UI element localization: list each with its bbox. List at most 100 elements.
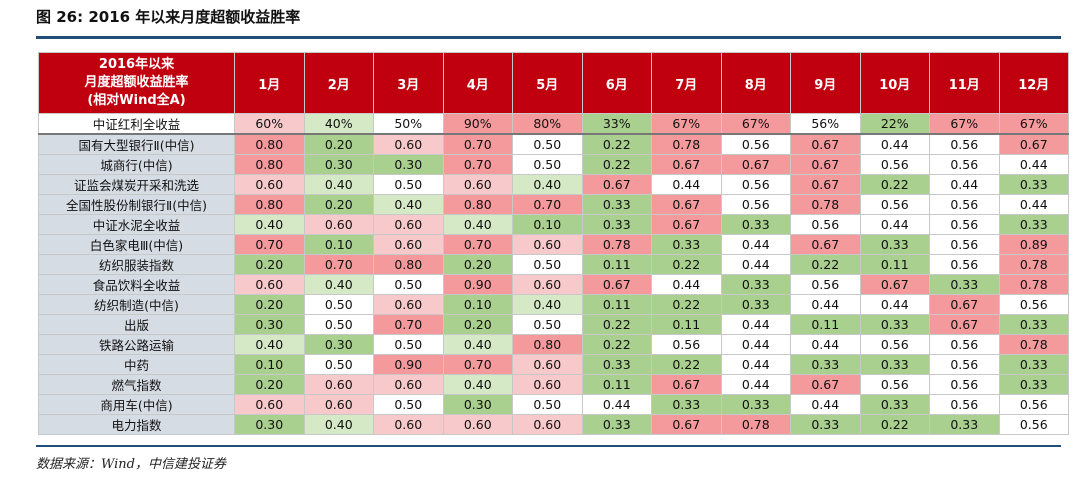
win-rate-cell: 0.50 <box>303 314 374 335</box>
win-rate-cell: 0.44 <box>720 354 791 375</box>
win-rate-cell: 0.33 <box>859 354 930 375</box>
win-rate-cell: 0.70 <box>303 254 374 275</box>
win-rate-cell: 0.50 <box>303 294 374 315</box>
win-rate-cell: 0.90 <box>442 274 513 295</box>
win-rate-cell: 0.56 <box>859 194 930 215</box>
win-rate-cell: 0.56 <box>998 294 1069 315</box>
win-rate-cell: 0.70 <box>512 194 583 215</box>
win-rate-cell: 0.30 <box>303 154 374 175</box>
win-rate-cell: 0.11 <box>581 254 652 275</box>
win-rate-cell: 0.20 <box>234 374 305 395</box>
win-rate-cell: 0.44 <box>790 334 861 355</box>
table-row: 出版 0.30 0.50 0.70 0.20 0.50 0.22 0.11 0.44 0.11 0.… <box>38 314 1069 335</box>
win-rate-cell: 0.67 <box>581 174 652 195</box>
win-rate-cell: 0.80 <box>234 133 305 155</box>
table-row: 全国性股份制银行Ⅱ(中信) 0.80 0.20 0.40 0.80 0.70 0.33 0.6… <box>38 194 1069 215</box>
win-rate-cell: 0.11 <box>581 374 652 395</box>
win-rate-cell: 0.60 <box>442 414 513 435</box>
win-rate-cell: 0.33 <box>929 414 1000 435</box>
win-rate-cell: 0.22 <box>790 254 861 275</box>
month-header: 6月 <box>581 52 652 114</box>
row-label: 白色家电Ⅲ(中信) <box>38 234 235 255</box>
benchmark-row: 中证红利全收益 60% 40% 50% 90% 80% 33% 67% 67% 56% 22% 67%… <box>38 113 1069 135</box>
row-label: 中证水泥全收益 <box>38 214 235 235</box>
win-rate-cell: 0.60 <box>234 274 305 295</box>
row-label: 中药 <box>38 354 235 375</box>
win-rate-cell: 0.20 <box>234 254 305 275</box>
win-rate-cell: 0.80 <box>234 194 305 215</box>
win-rate-cell: 0.33 <box>998 354 1069 375</box>
win-rate-cell: 0.90 <box>373 354 444 375</box>
win-rate-cell: 0.44 <box>998 194 1069 215</box>
win-rate-cell: 0.60 <box>512 414 583 435</box>
win-rate-cell: 0.33 <box>929 274 1000 295</box>
row-label: 燃气指数 <box>38 374 235 395</box>
win-rate-cell: 0.33 <box>998 214 1069 235</box>
top-rule <box>36 36 1061 39</box>
win-rate-cell: 0.40 <box>442 214 513 235</box>
win-rate-cell: 0.60 <box>373 214 444 235</box>
win-rate-cell: 0.33 <box>859 234 930 255</box>
win-rate-cell: 0.80 <box>512 334 583 355</box>
win-rate-cell: 0.56 <box>929 154 1000 175</box>
win-rate-cell: 0.70 <box>442 234 513 255</box>
win-rate-cell: 0.44 <box>790 394 861 415</box>
win-rate-cell: 0.22 <box>859 414 930 435</box>
win-rate-cell: 0.22 <box>581 314 652 335</box>
win-rate-cell: 0.44 <box>720 254 791 275</box>
table-row: 白色家电Ⅲ(中信) 0.70 0.10 0.60 0.70 0.60 0.78 0.33 0.4… <box>38 234 1069 255</box>
benchmark-cell: 80% <box>512 113 583 135</box>
table-row: 铁路公路运输 0.40 0.30 0.50 0.40 0.80 0.22 0.56 0.44 0.… <box>38 334 1069 355</box>
win-rate-cell: 0.44 <box>720 234 791 255</box>
win-rate-cell: 0.56 <box>929 354 1000 375</box>
win-rate-cell: 0.44 <box>720 334 791 355</box>
win-rate-cell: 0.60 <box>303 394 374 415</box>
row-label: 证监会煤炭开采和洗选 <box>38 174 235 195</box>
win-rate-cell: 0.30 <box>303 334 374 355</box>
win-rate-cell: 0.33 <box>859 394 930 415</box>
win-rate-cell: 0.60 <box>303 214 374 235</box>
win-rate-cell: 0.44 <box>998 154 1069 175</box>
win-rate-cell: 0.40 <box>234 214 305 235</box>
table-row: 证监会煤炭开采和洗选 0.60 0.40 0.50 0.60 0.40 0.67 0.44 0.… <box>38 174 1069 195</box>
win-rate-cell: 0.80 <box>234 154 305 175</box>
win-rate-cell: 0.60 <box>512 354 583 375</box>
win-rate-table: 2016年以来 月度超额收益胜率 (相对Wind全A) 1月 2月 3月 4月 5月 6月… <box>38 52 1069 435</box>
win-rate-cell: 0.22 <box>581 133 652 155</box>
win-rate-cell: 0.10 <box>303 234 374 255</box>
win-rate-cell: 0.78 <box>790 194 861 215</box>
win-rate-cell: 0.56 <box>651 334 722 355</box>
win-rate-cell: 0.30 <box>234 414 305 435</box>
row-label: 全国性股份制银行Ⅱ(中信) <box>38 194 235 215</box>
win-rate-cell: 0.33 <box>720 394 791 415</box>
table-row: 电力指数 0.30 0.40 0.60 0.60 0.60 0.33 0.67 0.78 0.33… <box>38 414 1069 435</box>
win-rate-cell: 0.33 <box>790 354 861 375</box>
win-rate-cell: 0.67 <box>790 133 861 155</box>
win-rate-cell: 0.44 <box>859 294 930 315</box>
win-rate-cell: 0.78 <box>720 414 791 435</box>
win-rate-cell: 0.33 <box>581 194 652 215</box>
row-label: 城商行(中信) <box>38 154 235 175</box>
win-rate-cell: 0.56 <box>859 374 930 395</box>
win-rate-cell: 0.60 <box>373 294 444 315</box>
win-rate-cell: 0.56 <box>929 374 1000 395</box>
month-header: 7月 <box>651 52 722 114</box>
month-header: 2月 <box>303 52 374 114</box>
win-rate-cell: 0.67 <box>929 294 1000 315</box>
win-rate-cell: 0.60 <box>373 133 444 155</box>
win-rate-cell: 0.56 <box>929 214 1000 235</box>
win-rate-cell: 0.70 <box>442 154 513 175</box>
month-header: 12月 <box>998 52 1069 114</box>
benchmark-cell: 50% <box>373 113 444 135</box>
win-rate-cell: 0.50 <box>373 334 444 355</box>
table-row: 商用车(中信) 0.60 0.60 0.50 0.30 0.50 0.44 0.33 0.33 0… <box>38 394 1069 415</box>
win-rate-cell: 0.44 <box>929 174 1000 195</box>
win-rate-cell: 0.67 <box>790 154 861 175</box>
win-rate-cell: 0.22 <box>581 154 652 175</box>
win-rate-cell: 0.44 <box>651 274 722 295</box>
win-rate-cell: 0.20 <box>442 254 513 275</box>
win-rate-cell: 0.78 <box>998 334 1069 355</box>
row-label: 食品饮料全收益 <box>38 274 235 295</box>
win-rate-cell: 0.60 <box>512 374 583 395</box>
win-rate-cell: 0.70 <box>442 133 513 155</box>
